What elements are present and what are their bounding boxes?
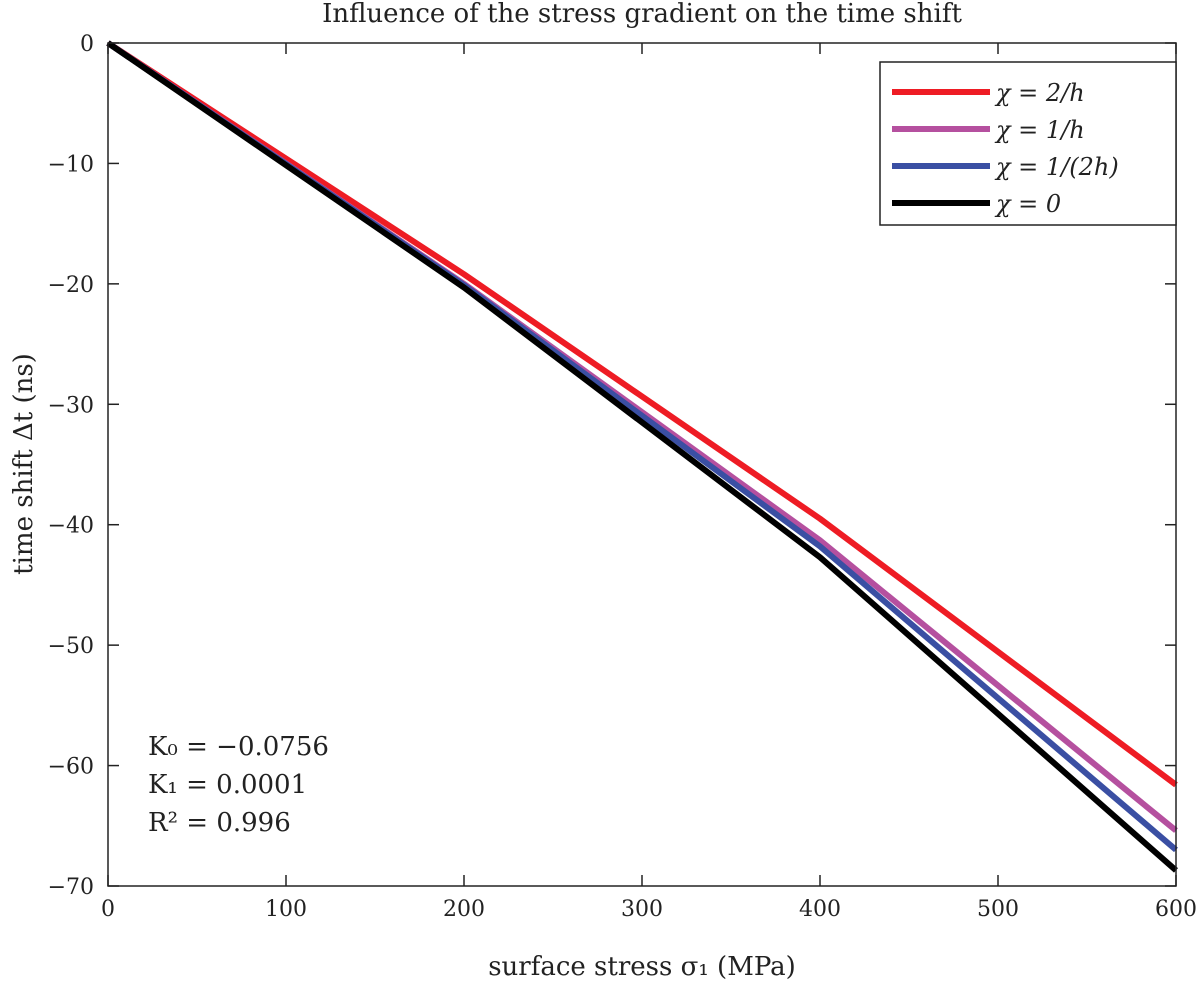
x-tick-label: 300	[621, 897, 663, 922]
y-tick-label: −40	[48, 514, 94, 539]
y-tick-label: −50	[48, 634, 94, 659]
legend-label: χ = 1/(2h)	[994, 153, 1119, 181]
x-tick-label: 600	[1155, 897, 1197, 922]
x-tick-label: 500	[977, 897, 1019, 922]
plot-frame	[107, 42, 1177, 887]
y-tick-label: 0	[80, 32, 94, 57]
y-tick-label: −70	[48, 875, 94, 900]
x-axis-label: surface stress σ₁ (MPa)	[488, 952, 796, 982]
legend-label: χ = 2/h	[994, 79, 1085, 107]
y-tick-label: −60	[48, 755, 94, 780]
annotation-text: K₀ = −0.0756	[148, 732, 329, 762]
series-line-0	[106, 40, 1178, 788]
y-axis-label: time shift Δt (ns)	[9, 353, 39, 575]
annotation-text: R² = 0.996	[148, 808, 291, 838]
annotation-text: K₁ = 0.0001	[148, 770, 307, 800]
x-tick-label: 400	[799, 897, 841, 922]
x-tick-label: 0	[101, 897, 115, 922]
chart-title: Influence of the stress gradient on the …	[322, 0, 962, 29]
legend: χ = 2/h χ = 1/h χ = 1/(2h) χ = 0	[879, 61, 1177, 226]
y-tick-label: −20	[48, 273, 94, 298]
y-tick-label: −30	[48, 393, 94, 418]
x-tick-label: 100	[265, 897, 307, 922]
legend-label: χ = 0	[994, 190, 1061, 218]
x-tick-label: 200	[443, 897, 485, 922]
fit-annotations: K₀ = −0.0756 K₁ = 0.0001 R² = 0.996	[148, 732, 329, 838]
series-line-3	[106, 40, 1178, 873]
legend-label: χ = 1/h	[994, 116, 1085, 144]
y-tick-label: −10	[48, 152, 94, 177]
